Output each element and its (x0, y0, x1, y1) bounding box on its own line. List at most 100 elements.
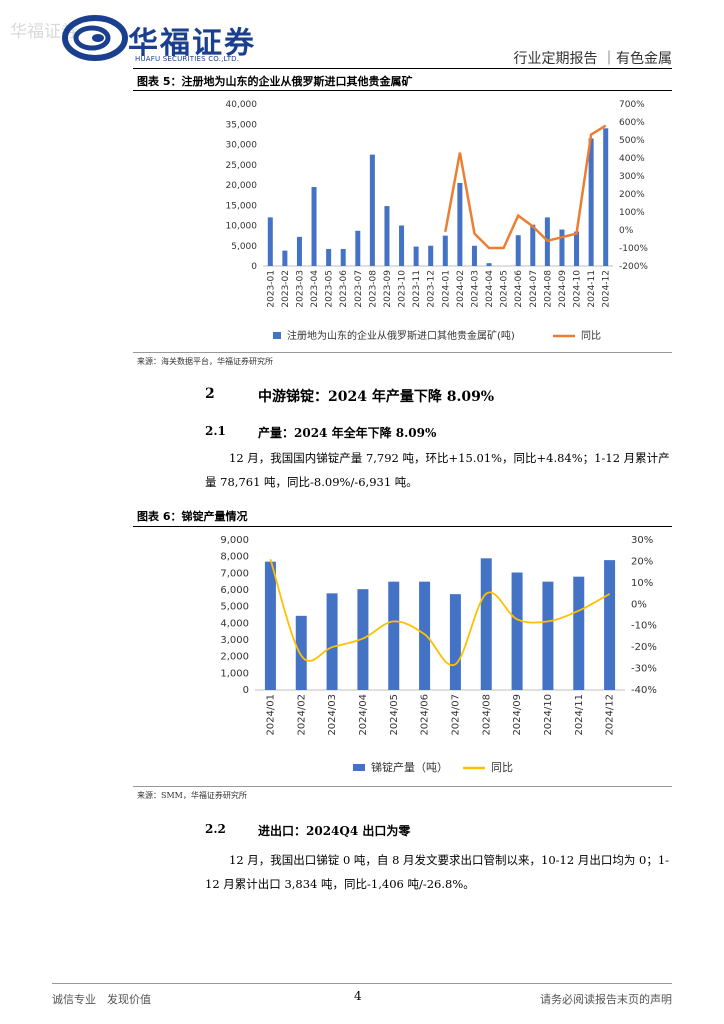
y-left-tick-label: 9,000 (220, 535, 249, 546)
x-tick-label: 2023-11 (412, 270, 422, 308)
bar (340, 248, 346, 266)
bar (264, 561, 276, 690)
legend-line-label: 同比 (491, 761, 513, 774)
bar (388, 581, 400, 690)
y-right-tick-label: -200% (619, 262, 648, 272)
y-right-tick-label: -20% (631, 642, 657, 653)
y-left-tick-label: 10,000 (226, 222, 258, 232)
bar (296, 236, 302, 266)
section-2-1-number: 2.1 (205, 424, 226, 438)
y-left-tick-label: 20,000 (226, 181, 258, 191)
figure-5-title: 图表 5：注册地为山东的企业从俄罗斯进口其他贵金属矿 (137, 75, 413, 88)
y-left-tick-label: 4,000 (220, 618, 249, 629)
bar (355, 230, 361, 266)
watermark-text: 华福证券 (10, 22, 78, 42)
bar (603, 128, 609, 266)
huafu-logo-icon (62, 15, 128, 61)
figure-5-rule (133, 90, 672, 91)
x-tick-label: 2023-07 (354, 270, 364, 308)
y-right-tick-label: -10% (631, 621, 657, 632)
y-left-tick-label: 6,000 (220, 585, 249, 596)
x-tick-label: 2023-05 (325, 270, 335, 308)
x-tick-label: 2024/06 (420, 694, 431, 736)
bar (413, 246, 419, 266)
x-tick-label: 2024/02 (296, 694, 307, 736)
x-tick-label: 2024-10 (573, 270, 583, 308)
x-tick-label: 2024/12 (605, 694, 616, 736)
x-tick-label: 2023-12 (427, 270, 437, 308)
x-tick-label: 2024/08 (481, 694, 492, 736)
y-right-tick-label: -100% (619, 244, 648, 254)
legend-bar-label: 注册地为山东的企业从俄罗斯进口其他贵金属矿(吨) (287, 329, 515, 342)
x-tick-label: 2024/03 (327, 694, 338, 736)
x-tick-label: 2023-06 (339, 270, 349, 308)
y-left-tick-label: 8,000 (220, 552, 249, 563)
figure-5-source: 来源：海关数据平台，华福证券研究所 (137, 357, 273, 366)
bar (428, 245, 434, 266)
x-tick-label: 2024/05 (389, 694, 400, 736)
y-right-tick-label: 20% (631, 556, 653, 567)
bar (457, 182, 463, 266)
bar (471, 245, 477, 266)
x-tick-label: 2023-01 (266, 270, 276, 308)
bar (604, 560, 616, 690)
section-2-1-title: 产量：2024 年全年下降 8.09% (258, 426, 437, 440)
x-tick-label: 2024-02 (456, 270, 466, 308)
bar (480, 558, 492, 690)
bar (326, 248, 332, 266)
y-left-tick-label: 35,000 (226, 120, 258, 130)
y-left-tick-label: 30,000 (226, 141, 258, 151)
y-right-tick-label: 100% (619, 208, 645, 218)
y-right-tick-label: 300% (619, 172, 645, 182)
bar (588, 138, 594, 266)
x-tick-label: 2024-08 (543, 270, 553, 308)
x-tick-label: 2023-10 (398, 270, 408, 308)
y-right-tick-label: 400% (619, 154, 645, 164)
section-2-2-number: 2.2 (205, 822, 226, 836)
section-2-2-paragraph: 12 月，我国出口锑锭 0 吨，自 8 月发文要求出口管制以来，10-12 月出… (205, 853, 670, 891)
bar (449, 594, 461, 690)
x-tick-label: 2023-04 (310, 270, 320, 308)
y-right-tick-label: 700% (619, 100, 645, 110)
x-tick-label: 2024-06 (514, 270, 524, 308)
legend-bar-swatch (273, 332, 281, 339)
bar (282, 250, 288, 266)
legend-bar-label: 锑锭产量（吨） (371, 760, 448, 774)
bar (559, 229, 565, 266)
x-tick-label: 2023-02 (281, 270, 291, 308)
footer-rule (52, 983, 672, 984)
x-tick-label: 2024/01 (265, 694, 276, 736)
figure-5-bottom-rule (133, 352, 672, 353)
report-type: 行业定期报告 ｜有色金属 (513, 51, 672, 67)
x-tick-label: 2024/07 (450, 694, 461, 736)
legend-bar-swatch (353, 764, 365, 771)
x-tick-label: 2024-04 (485, 270, 495, 308)
bar (419, 581, 431, 690)
y-right-tick-label: -30% (631, 664, 657, 675)
y-right-tick-label: 0% (619, 226, 634, 236)
y-right-tick-label: 500% (619, 136, 645, 146)
y-right-tick-label: 200% (619, 190, 645, 200)
footer-slogan: 诚信专业 发现价值 (52, 993, 151, 1006)
figure-6-bottom-rule (133, 786, 672, 787)
bar (442, 235, 448, 266)
figure-6-source: 来源：SMM，华福证券研究所 (137, 791, 247, 800)
bar (486, 263, 492, 266)
y-left-tick-label: 5,000 (231, 242, 257, 252)
y-left-tick-label: 0 (243, 685, 249, 696)
bar (357, 589, 369, 690)
x-tick-label: 2024-01 (441, 270, 451, 308)
bar (384, 206, 390, 266)
x-tick-label: 2024/11 (574, 694, 585, 736)
x-tick-label: 2024-11 (587, 270, 597, 308)
y-left-tick-label: 1,000 (220, 668, 249, 679)
figure-6-title: 图表 6：锑锭产量情况 (137, 510, 248, 523)
x-tick-label: 2023-08 (368, 270, 378, 308)
x-tick-label: 2023-03 (295, 270, 305, 308)
bar (267, 217, 273, 266)
logo-title: 华福证券 (128, 26, 256, 61)
section-2-2-title: 进出口：2024Q4 出口为零 (258, 824, 411, 838)
section-2-number: 2 (205, 386, 215, 402)
x-tick-label: 2024-12 (602, 270, 612, 308)
x-tick-label: 2024-05 (500, 270, 510, 308)
